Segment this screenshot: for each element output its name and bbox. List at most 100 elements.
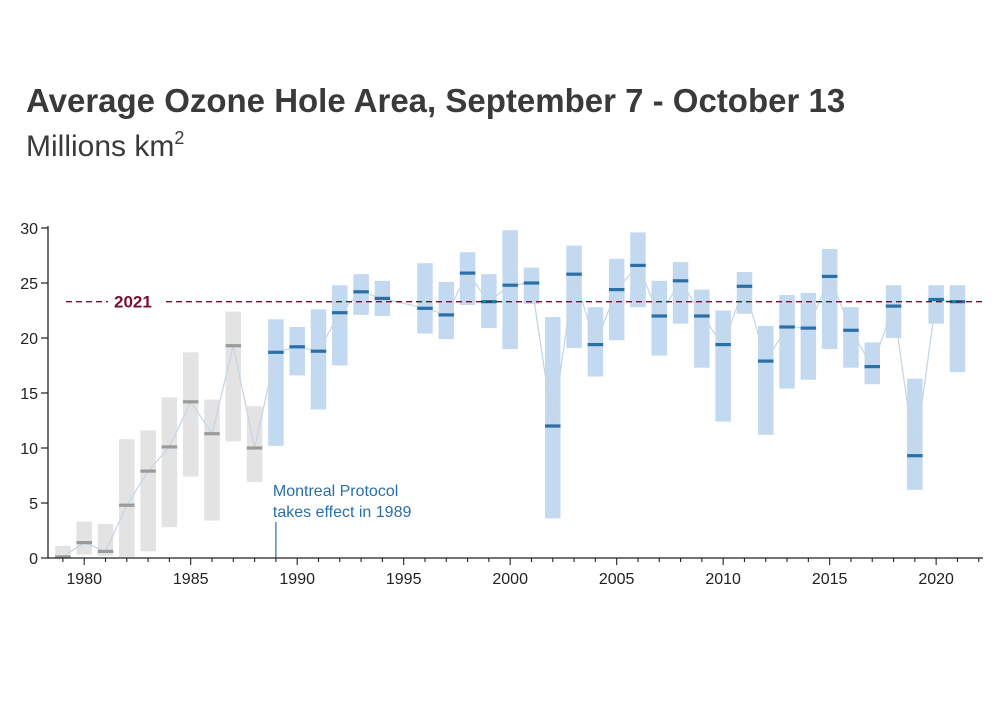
range-bar-2012 xyxy=(758,325,774,435)
annotation-line-1: Montreal Protocol xyxy=(273,483,398,500)
mean-marker-1994 xyxy=(374,296,391,300)
range-bar-2020 xyxy=(928,285,944,324)
mean-marker-1984 xyxy=(161,445,178,449)
mean-marker-1997 xyxy=(438,313,455,317)
mean-marker-1985 xyxy=(182,400,199,404)
annotation-line-2: takes effect in 1989 xyxy=(273,504,412,521)
range-bar-2017 xyxy=(864,342,880,385)
y-tick-label-5: 5 xyxy=(29,496,38,513)
range-bar-1998 xyxy=(459,252,476,305)
mean-marker-2008 xyxy=(672,279,689,283)
y-tick-label-20: 20 xyxy=(20,331,38,348)
mean-marker-2014 xyxy=(800,326,817,330)
reference-line-label: 2021 xyxy=(114,293,152,312)
mean-marker-2000 xyxy=(502,283,518,287)
y-tick-label-10: 10 xyxy=(20,441,38,458)
range-bar-2015 xyxy=(821,248,838,349)
range-bar-2002 xyxy=(545,317,561,519)
range-bar-2011 xyxy=(736,272,753,314)
range-bar-1986 xyxy=(204,399,220,521)
mean-marker-2015 xyxy=(821,274,838,278)
range-bar-1981 xyxy=(97,523,114,556)
mean-marker-1980 xyxy=(76,541,92,545)
x-tick-label-2000: 2000 xyxy=(492,571,528,588)
y-tick-label-30: 30 xyxy=(20,221,38,238)
chart-title: Average Ozone Hole Area, September 7 - O… xyxy=(26,82,846,119)
mean-marker-2007 xyxy=(651,314,668,318)
mean-marker-1986 xyxy=(204,432,220,436)
mean-marker-1993 xyxy=(353,290,369,294)
range-bar-1996 xyxy=(417,263,433,334)
mean-marker-2018 xyxy=(885,304,902,308)
range-bar-1983 xyxy=(140,430,156,552)
x-tick-label-2015: 2015 xyxy=(812,571,848,588)
mean-marker-2016 xyxy=(843,328,859,332)
range-bar-2000 xyxy=(502,230,518,349)
x-tick-label-2010: 2010 xyxy=(705,571,741,588)
range-bar-1985 xyxy=(182,352,199,477)
chart-subtitle: Millions km2 xyxy=(26,128,184,164)
y-tick-label-0: 0 xyxy=(29,551,38,568)
mean-marker-2013 xyxy=(779,325,795,329)
range-bar-1993 xyxy=(353,274,369,315)
range-bar-1980 xyxy=(76,521,92,555)
mean-marker-2005 xyxy=(608,288,625,292)
range-bar-2004 xyxy=(587,307,604,377)
reference-label-background xyxy=(108,291,166,312)
x-tick-label-1980: 1980 xyxy=(66,571,102,588)
subtitle-text: Millions km xyxy=(26,130,175,163)
mean-marker-2010 xyxy=(715,343,731,347)
range-bar-2021 xyxy=(949,285,966,373)
range-bar-1997 xyxy=(438,281,455,340)
range-bar-1982 xyxy=(119,439,135,557)
mean-marker-2006 xyxy=(630,263,646,267)
mean-marker-1987 xyxy=(225,344,242,348)
range-bar-2013 xyxy=(779,295,795,389)
mean-marker-1979 xyxy=(55,555,71,559)
range-bars-group xyxy=(55,230,966,558)
subtitle-superscript: 2 xyxy=(174,128,185,148)
mean-marker-1981 xyxy=(97,549,114,553)
range-bar-1984 xyxy=(161,397,178,528)
x-tick-label-2020: 2020 xyxy=(918,571,954,588)
y-tick-label-15: 15 xyxy=(20,386,38,403)
y-tick-label-25: 25 xyxy=(20,276,38,293)
x-tick-label-1985: 1985 xyxy=(173,571,209,588)
x-tick-label-1990: 1990 xyxy=(279,571,315,588)
range-bar-1990 xyxy=(289,327,305,376)
mean-marker-1990 xyxy=(289,345,305,349)
x-tick-label-1995: 1995 xyxy=(386,571,422,588)
mean-trend-line xyxy=(62,264,958,558)
range-bar-1987 xyxy=(225,311,242,442)
axes-group: 0 5 10 15 20 25 30 1980 1985 1990 1995 2000 2005 2010… xyxy=(20,221,983,588)
mean-marker-1998 xyxy=(459,271,476,275)
range-bar-1989 xyxy=(268,319,284,446)
x-tick-label-2005: 2005 xyxy=(599,571,635,588)
range-bar-1991 xyxy=(310,309,327,410)
range-bar-2010 xyxy=(715,310,731,422)
mean-marker-1989 xyxy=(268,350,284,354)
mean-marker-1992 xyxy=(332,311,348,315)
mean-marker-1996 xyxy=(417,306,433,310)
range-bar-2019 xyxy=(907,378,923,490)
range-bar-2006 xyxy=(630,232,646,308)
mean-marker-2012 xyxy=(758,359,774,363)
mean-marker-2019 xyxy=(907,454,923,458)
mean-marker-2009 xyxy=(694,314,710,318)
mean-marker-2004 xyxy=(587,343,604,347)
range-bar-1992 xyxy=(332,285,348,366)
range-bar-2008 xyxy=(672,262,689,324)
mean-marker-2003 xyxy=(566,272,582,276)
range-bar-2018 xyxy=(885,285,902,338)
range-bar-2005 xyxy=(608,258,625,341)
range-bar-1988 xyxy=(246,406,263,483)
range-bar-2014 xyxy=(800,292,817,380)
mean-marker-1988 xyxy=(246,446,263,450)
mean-marker-2001 xyxy=(523,281,540,285)
range-bar-2007 xyxy=(651,280,668,356)
mean-marker-2002 xyxy=(545,424,561,428)
mean-marker-2020 xyxy=(928,297,944,302)
mean-marker-2011 xyxy=(736,284,753,288)
mean-marker-2017 xyxy=(864,365,880,369)
